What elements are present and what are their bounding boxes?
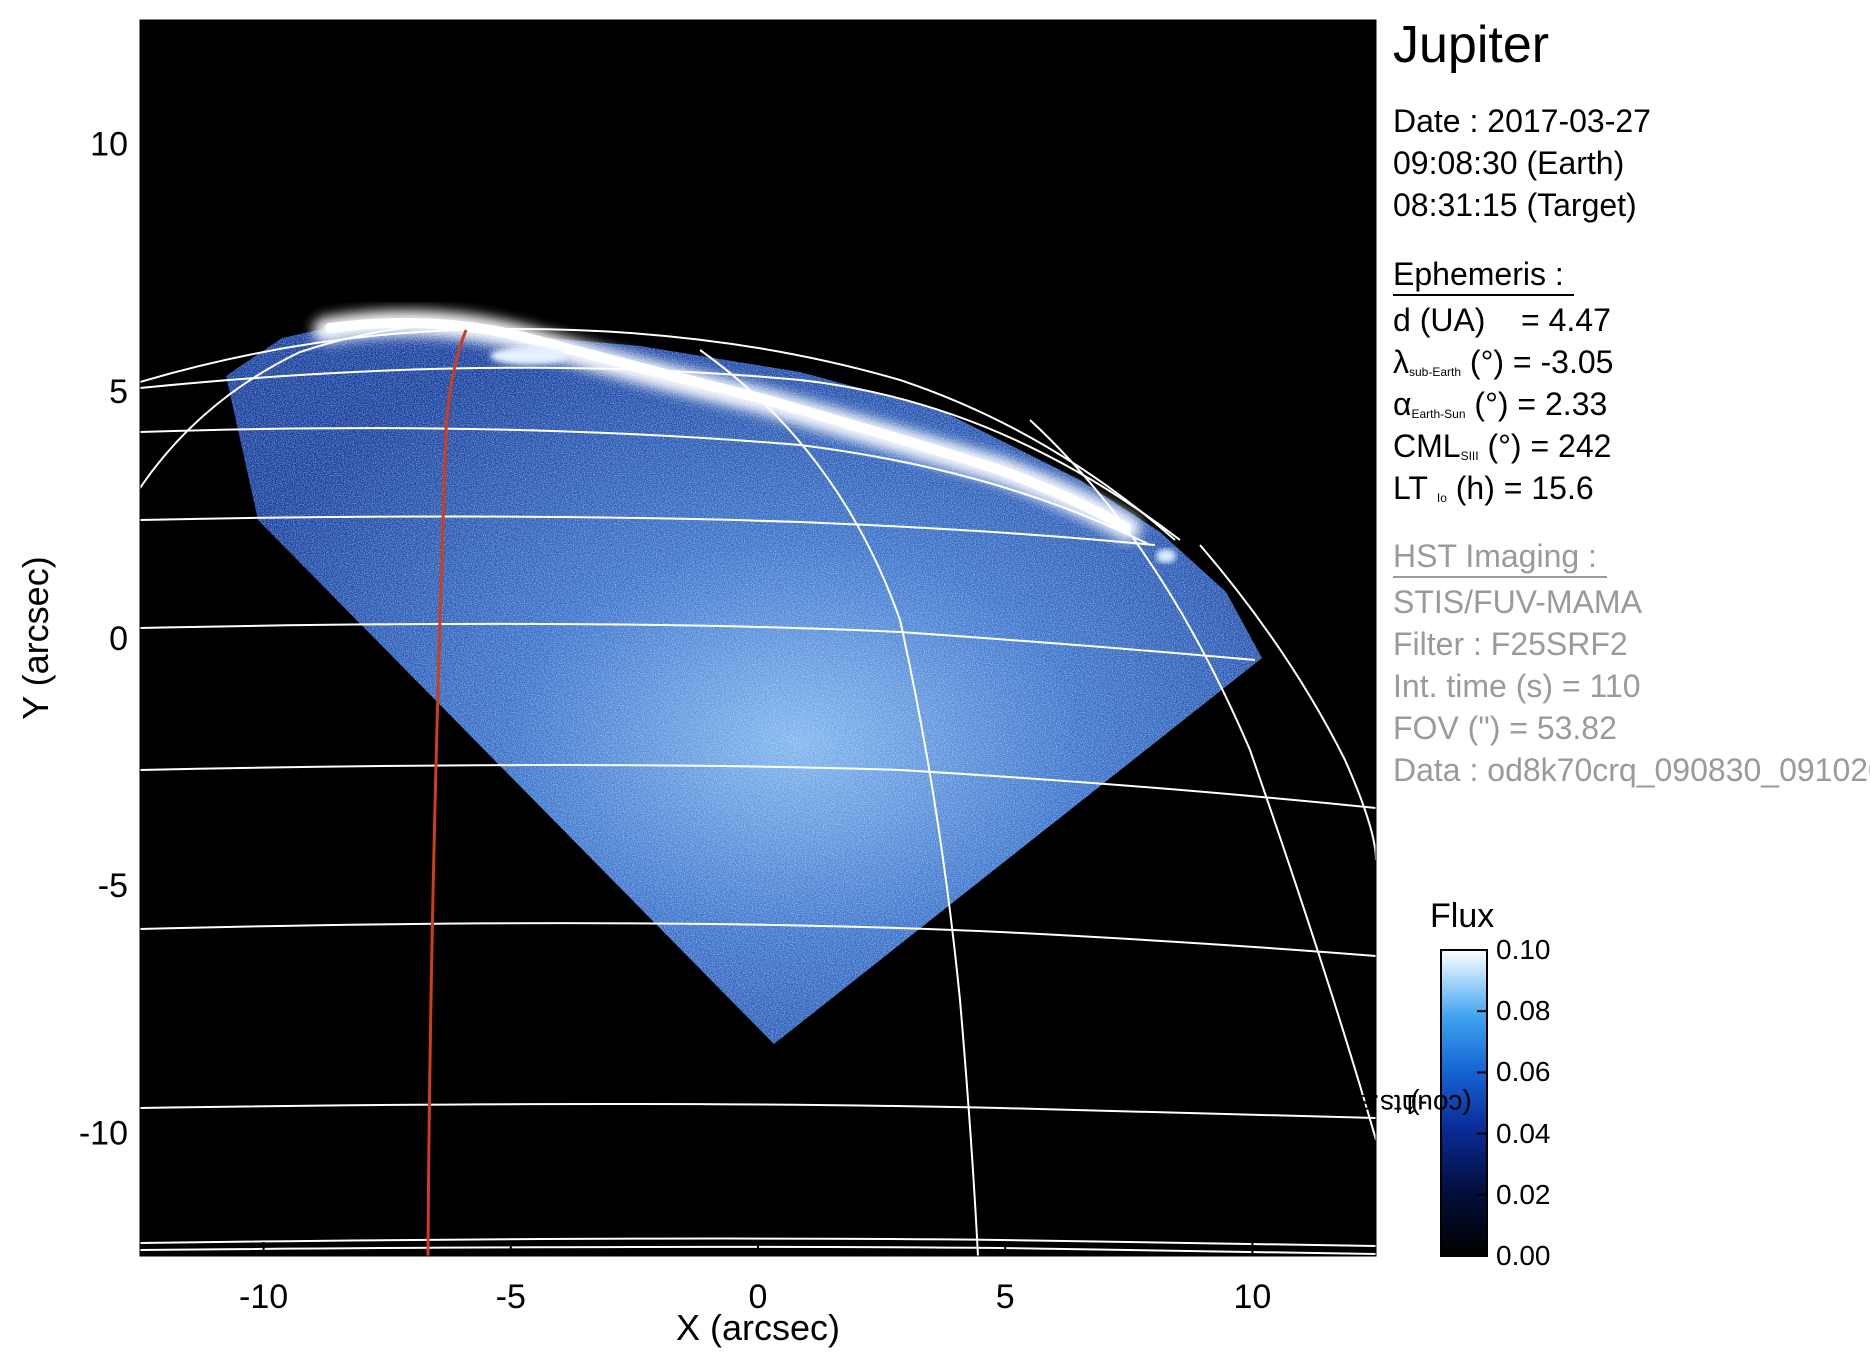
ephemeris-local-time: LT Io (h) = 15.6 [1393, 468, 1594, 518]
filter: Filter : F25SRF2 [1393, 626, 1628, 662]
cml-symbol: CML [1393, 428, 1461, 464]
sub-earth-unit: (°) [1469, 344, 1505, 380]
lt-symbol: LT [1393, 470, 1428, 506]
colorbar-unit-close: ) [1410, 1089, 1420, 1120]
colorbar-tick-label: 0.02 [1496, 1178, 1551, 1210]
distance-label: d (UA) [1393, 302, 1486, 338]
x-tick-label: 0 [749, 1278, 768, 1316]
colorbar-tick-label: 0.08 [1496, 995, 1551, 1027]
hst-imaging-heading: HST Imaging : [1393, 536, 1607, 578]
y-tick-label: -5 [98, 867, 128, 905]
ephemeris-sub-earth-latitude: λsub-Earth (°) = -3.05 [1393, 342, 1613, 392]
target-time: 08:31:15 (Target) [1393, 187, 1637, 223]
x-axis-label: X (arcsec) [676, 1307, 840, 1348]
data-file: Data : od8k70crq_090830_091020 [1393, 752, 1870, 788]
colorbar-tick-label: 0.06 [1496, 1056, 1551, 1088]
x-tick-label: -10 [239, 1278, 288, 1316]
x-axis-ticks: -10 -5 0 5 10 [239, 1242, 1271, 1316]
ephemeris-cml: CMLSIII (°) = 242 [1393, 426, 1611, 476]
lt-subscript: Io [1436, 491, 1447, 505]
integration-time: Int. time (s) = 110 [1393, 668, 1641, 704]
colorbar-tick-label: 0.10 [1496, 934, 1551, 965]
y-axis-label: Y (arcsec) [15, 556, 56, 719]
earth-time: 09:08:30 (Earth) [1393, 145, 1625, 181]
colorbar-tick-label: 0.04 [1496, 1117, 1551, 1149]
y-tick-label: 0 [109, 620, 128, 658]
y-tick-label: 10 [90, 126, 128, 164]
ephemeris-heading: Ephemeris : [1393, 254, 1574, 296]
x-tick-label: -5 [496, 1278, 526, 1316]
field-of-view: FOV (") = 53.82 [1393, 710, 1617, 746]
ephemeris-phase-angle: αEarth-Sun (°) = 2.33 [1393, 384, 1607, 434]
colorbar-ticks [1477, 949, 1487, 1257]
phase-value: = 2.33 [1517, 386, 1608, 422]
lt-value: = 15.6 [1503, 470, 1594, 506]
ephemeris-distance: d (UA) = 4.47 [1393, 300, 1611, 340]
cml-unit: (°) [1487, 428, 1522, 464]
x-tick-label: 5 [996, 1278, 1015, 1316]
instrument: STIS/FUV-MAMA [1393, 584, 1642, 620]
colorbar-unit: (counts.s -1) [1358, 1004, 1472, 1204]
sub-earth-subscript: sub-Earth [1409, 365, 1462, 379]
distance-value: = 4.47 [1521, 302, 1611, 338]
colorbar [1440, 949, 1488, 1257]
graticule [140, 325, 1376, 1256]
page-title: Jupiter [1393, 16, 1550, 74]
y-axis-ticks: -10 -5 0 5 10 [79, 126, 154, 1152]
y-tick-label: -10 [79, 1114, 128, 1152]
colorbar-tick-label: 0.00 [1496, 1240, 1551, 1271]
phase-symbol: α [1393, 386, 1412, 422]
reference-meridian [426, 329, 468, 1256]
y-tick-label: 5 [109, 373, 128, 411]
disk-noise-texture [226, 323, 1262, 1044]
info-panel: Jupiter Date : 2017-03-27 09:08:30 (Eart… [1393, 0, 1870, 1367]
phase-subscript: Earth-Sun [1411, 407, 1466, 421]
cml-subscript: SIII [1460, 449, 1479, 463]
phase-unit: (°) [1474, 386, 1509, 422]
x-tick-label: 10 [1233, 1278, 1271, 1316]
colorbar-title: Flux [1430, 897, 1495, 935]
observation-date: Date : 2017-03-27 [1393, 103, 1651, 139]
lt-unit: (h) [1455, 470, 1495, 506]
sub-earth-value: = -3.05 [1512, 344, 1614, 380]
sub-earth-symbol: λ [1393, 344, 1409, 380]
cml-value: = 242 [1530, 428, 1612, 464]
